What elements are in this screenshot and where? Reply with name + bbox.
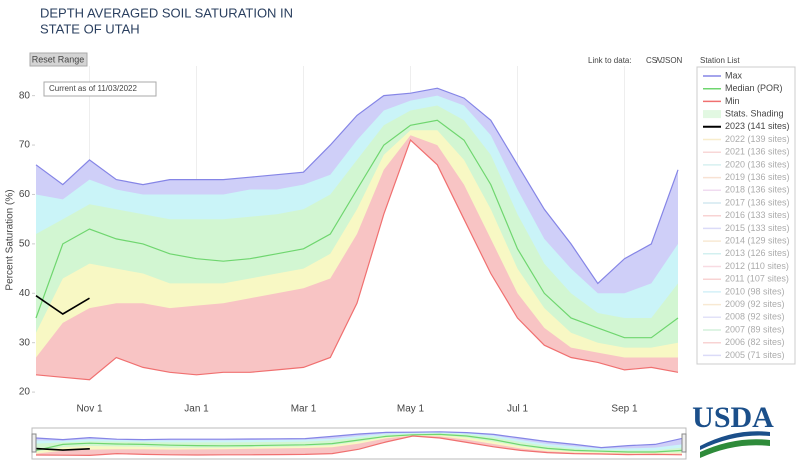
legend-item[interactable]: 2009 (92 sites) xyxy=(703,299,785,309)
y-tick-label: 30 xyxy=(19,337,31,348)
legend-label[interactable]: 2011 (107 sites) xyxy=(725,274,789,284)
legend-label[interactable]: 2013 (126 sites) xyxy=(725,248,790,258)
series-line xyxy=(35,139,679,381)
legend-item[interactable]: 2006 (82 sites) xyxy=(703,337,785,347)
legend-item[interactable]: Median (POR) xyxy=(703,83,783,93)
y-tick-label: 80 xyxy=(19,90,31,101)
legend-label[interactable]: 2006 (82 sites) xyxy=(725,337,785,347)
link-label: Link to data: xyxy=(588,56,632,65)
y-tick-label: 60 xyxy=(19,189,31,200)
range-slider[interactable] xyxy=(35,431,683,457)
legend-item[interactable]: 2007 (89 sites) xyxy=(703,324,785,334)
x-tick-label: Nov 1 xyxy=(76,404,103,415)
legend-label[interactable]: 2010 (98 sites) xyxy=(725,286,785,296)
legend-label[interactable]: 2012 (110 sites) xyxy=(725,261,789,271)
legend-label[interactable]: 2018 (136 sites) xyxy=(725,185,790,195)
legend-label[interactable]: 2023 (141 sites) xyxy=(725,121,790,131)
legend-label[interactable]: 2014 (129 sites) xyxy=(725,235,790,245)
logo-swoosh xyxy=(700,431,770,450)
legend-item[interactable]: 2020 (136 sites) xyxy=(703,159,790,169)
mini-series-line xyxy=(35,447,90,451)
legend-item[interactable]: 2022 (139 sites) xyxy=(703,134,790,144)
legend-item[interactable]: 2011 (107 sites) xyxy=(703,274,789,284)
logo-swoosh xyxy=(700,439,770,458)
legend-label[interactable]: Stats. Shading xyxy=(725,108,784,118)
x-tick-label: Mar 1 xyxy=(291,404,317,415)
legend-label[interactable]: Max xyxy=(725,70,743,80)
note-box xyxy=(43,81,157,97)
legend-item[interactable]: 2023 (141 sites) xyxy=(703,121,790,131)
reset-button-label[interactable]: Reset Range xyxy=(32,54,85,64)
legend: Max Median (POR) Min Stats. Shading 2023 (14… xyxy=(703,70,790,360)
legend-item[interactable]: 2014 (129 sites) xyxy=(703,235,790,245)
legend-item[interactable]: 2010 (98 sites) xyxy=(703,286,785,296)
legend-item[interactable]: 2012 (110 sites) xyxy=(703,261,789,271)
legend-label[interactable]: 2015 (133 sites) xyxy=(725,223,790,233)
mini-series-line xyxy=(35,431,683,449)
legend-item[interactable]: 2018 (136 sites) xyxy=(703,185,790,195)
legend-label[interactable]: 2007 (89 sites) xyxy=(725,324,785,334)
series-line xyxy=(35,119,679,339)
y-tick-label: 20 xyxy=(19,387,31,398)
logo-text: USDA xyxy=(692,401,774,434)
legend-item[interactable]: Min xyxy=(703,96,740,106)
station-list[interactable]: Station List xyxy=(700,56,740,65)
legend-swatch[interactable] xyxy=(703,110,721,119)
y-tick-label: 70 xyxy=(19,140,31,151)
legend-item[interactable]: Max xyxy=(703,70,743,80)
legend-label[interactable]: 2020 (136 sites) xyxy=(725,159,790,169)
x-tick-label: Jul 1 xyxy=(507,404,529,415)
chart-title: DEPTH AVERAGED SOIL SATURATION IN xyxy=(40,5,293,20)
legend-label[interactable]: 2008 (92 sites) xyxy=(725,312,785,322)
mini-min-area xyxy=(36,436,682,457)
legend-label[interactable]: Median (POR) xyxy=(725,83,783,93)
legend-item[interactable]: 2015 (133 sites) xyxy=(703,223,790,233)
legend-label[interactable]: 2019 (136 sites) xyxy=(725,172,790,182)
series-line xyxy=(35,87,679,285)
legend-label[interactable]: 2021 (136 sites) xyxy=(725,147,790,157)
legend-item[interactable]: 2013 (126 sites) xyxy=(703,248,790,258)
link-json[interactable]: JSON xyxy=(661,56,683,65)
legend-item[interactable]: 2019 (136 sites) xyxy=(703,172,790,182)
y-tick-label: 50 xyxy=(19,239,31,250)
legend-label[interactable]: 2022 (139 sites) xyxy=(725,134,790,144)
mini-series-line xyxy=(35,435,683,457)
x-tick-label: May 1 xyxy=(397,404,425,415)
legend-item[interactable]: 2021 (136 sites) xyxy=(703,147,790,157)
legend-label[interactable]: 2016 (133 sites) xyxy=(725,210,790,220)
plot-area xyxy=(32,66,679,400)
reset-button[interactable] xyxy=(29,52,88,67)
slider-handle[interactable] xyxy=(681,433,687,453)
y-tick-label: 40 xyxy=(19,288,31,299)
legend-item[interactable]: 2017 (136 sites) xyxy=(703,197,790,207)
link-sep: / xyxy=(656,56,659,65)
legend-label[interactable]: 2009 (92 sites) xyxy=(725,299,785,309)
legend-label[interactable]: 2017 (136 sites) xyxy=(725,197,790,207)
link-csv[interactable]: CSV xyxy=(646,56,663,65)
series-line xyxy=(35,295,90,315)
chart-title: STATE OF UTAH xyxy=(40,21,140,36)
x-tick-label: Sep 1 xyxy=(611,404,638,415)
mini-series-line xyxy=(35,433,683,453)
legend-item[interactable]: Stats. Shading xyxy=(703,108,784,118)
slider-handle[interactable] xyxy=(31,433,37,453)
legend-item[interactable]: 2016 (133 sites) xyxy=(703,210,790,220)
y-axis-label: Percent Saturation (%) xyxy=(5,189,16,290)
legend-label[interactable]: 2005 (71 sites) xyxy=(725,350,785,360)
min-area xyxy=(36,140,678,400)
legend-label[interactable]: Min xyxy=(725,96,740,106)
legend-item[interactable]: 2008 (92 sites) xyxy=(703,312,785,322)
legend-item[interactable]: 2005 (71 sites) xyxy=(703,350,785,360)
x-tick-label: Jan 1 xyxy=(184,404,209,415)
current-note: Current as of 11/03/2022 xyxy=(49,84,137,93)
